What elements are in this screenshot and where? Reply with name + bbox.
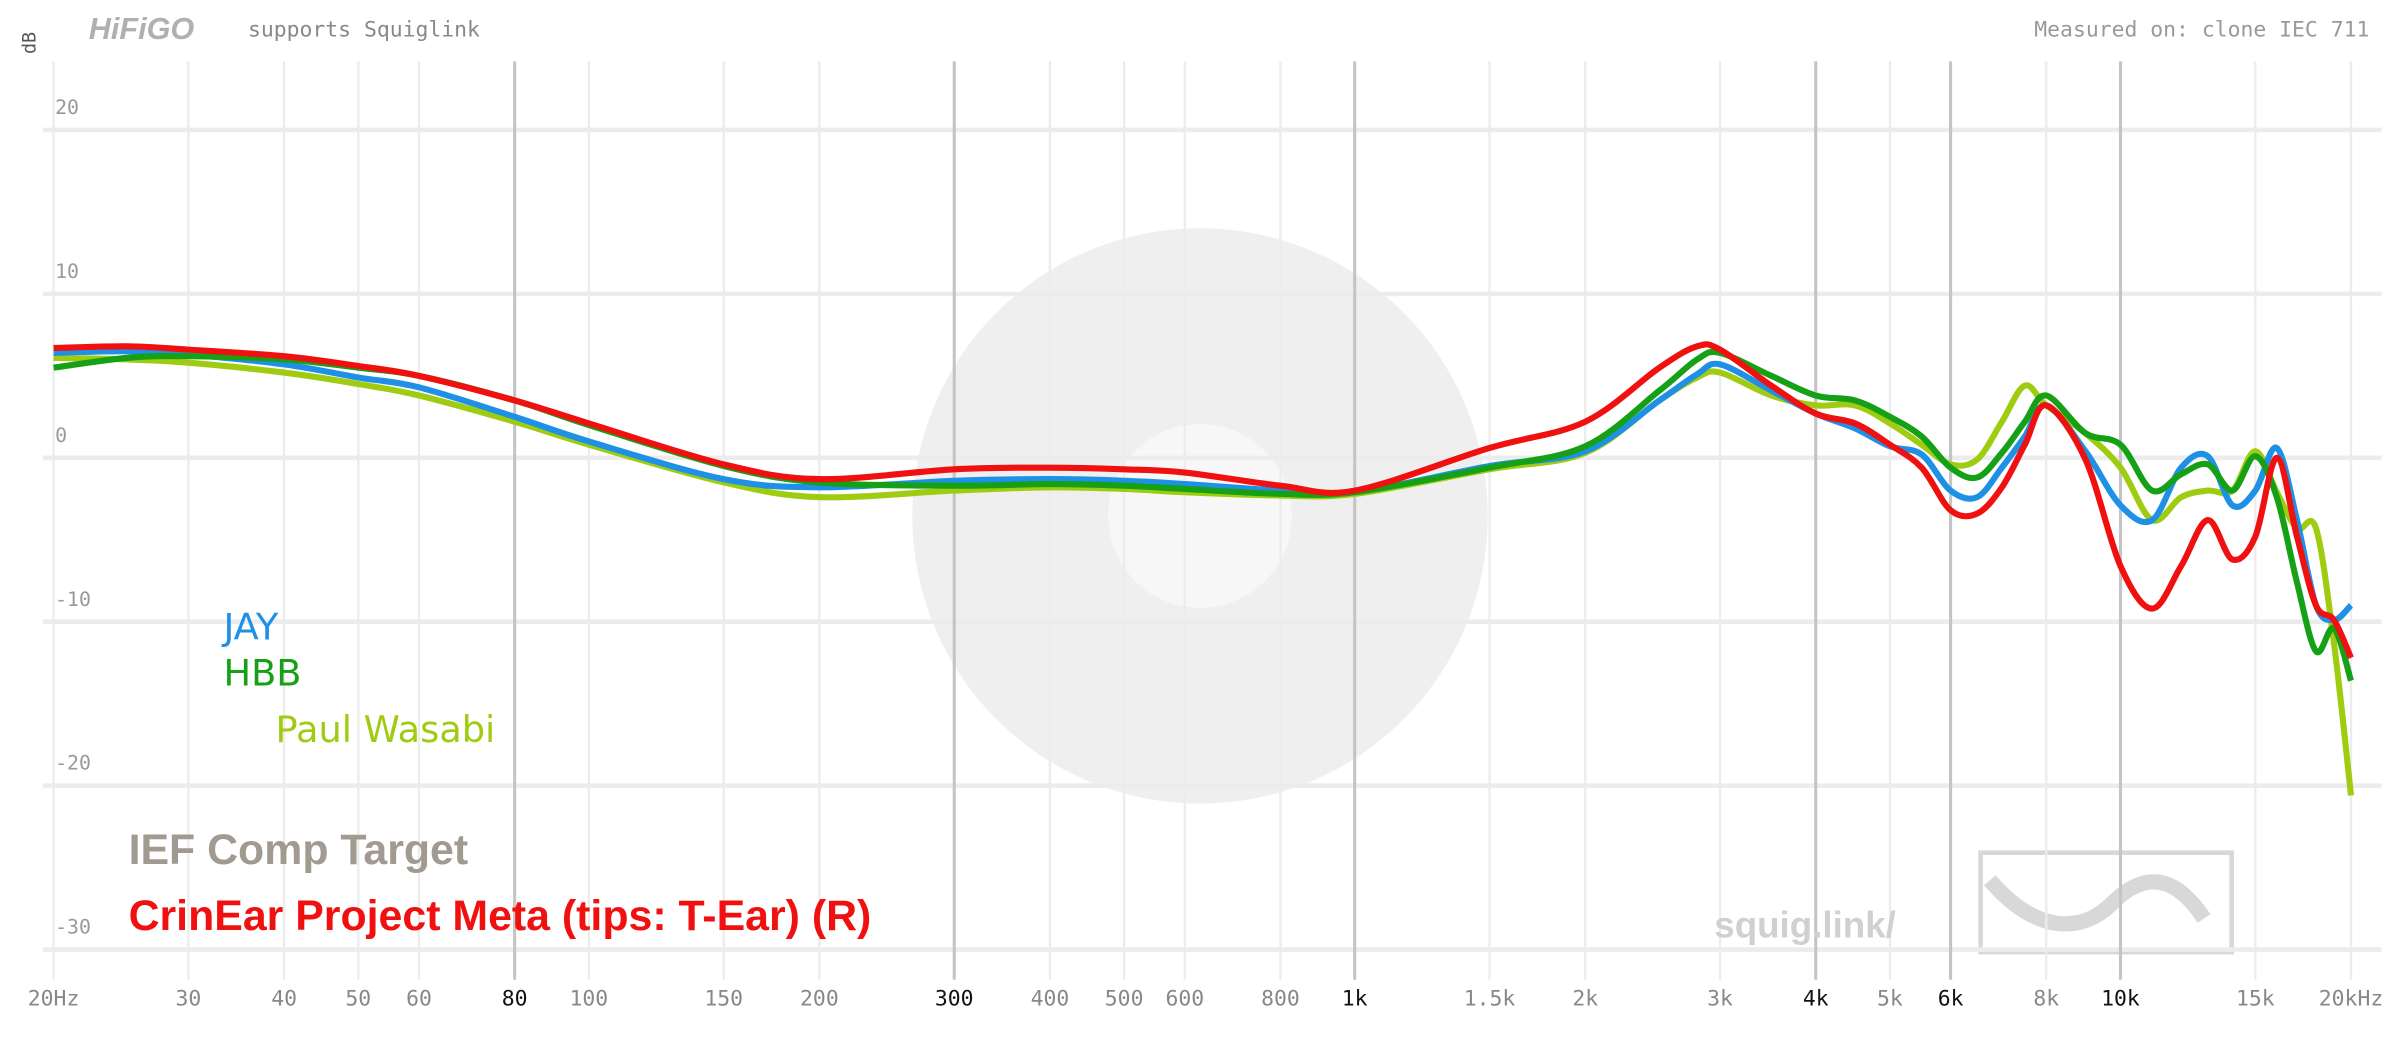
x-tick-label: 400 [1031,987,1070,1012]
x-tick-label: 500 [1105,987,1144,1012]
measurement-note: Measured on: clone IEC 711 [2034,18,2369,43]
x-tick-label: 20kHz [2319,987,2383,1012]
x-tick-label: 10k [2101,987,2140,1012]
watermark: squig.link/ [1714,904,1896,945]
x-tick-label: 50 [345,987,371,1012]
y-tick-label: 0 [55,424,67,447]
series-line [53,341,2354,660]
x-tick-label: 6k [1938,987,1964,1012]
legend-entry: Paul Wasabi [276,708,496,751]
legend-entry: JAY [221,606,278,649]
x-tick-label: 5k [1877,987,1903,1012]
x-tick-label: 40 [271,987,297,1012]
y-tick-label: 10 [55,260,79,283]
target-label: IEF Comp Target [129,826,469,874]
x-tick-label: 60 [406,987,432,1012]
x-tick-label: 200 [800,987,839,1012]
x-tick-label: 4k [1803,987,1829,1012]
logo: HiFiGO [89,12,195,46]
grid [42,61,2382,980]
legend-entry: CrinEar Project Meta (tips: T-Ear) (R) [129,892,872,940]
x-tick-label: 8k [2033,987,2059,1012]
x-tick-label: 30 [176,987,202,1012]
x-tick-label: 15k [2236,987,2275,1012]
x-tick-label: 600 [1165,987,1204,1012]
x-tick-label: 1k [1342,987,1368,1012]
y-tick-label: -30 [55,916,91,939]
y-tick-label: -10 [55,588,91,611]
x-tick-label: 100 [570,987,609,1012]
x-tick-label: 1.5k [1464,987,1516,1012]
y-axis-label: dB [20,32,41,54]
y-tick-label: -20 [55,752,91,775]
x-tick-label: 800 [1261,987,1300,1012]
legend-entry: HBB [223,652,301,695]
x-tick-label: 20Hz [28,987,80,1012]
series-line [53,354,2355,796]
plot-lines [53,341,2355,796]
x-tick-label: 150 [704,987,743,1012]
x-tick-label: 300 [935,987,974,1012]
x-tick-label: 3k [1707,987,1733,1012]
series-line [53,348,2354,624]
background-watermark [912,228,2234,955]
subtitle: supports Squiglink [248,18,480,43]
x-tick-label: 80 [502,987,528,1012]
x-tick-label: 2k [1572,987,1598,1012]
y-tick-label: 20 [55,96,79,119]
